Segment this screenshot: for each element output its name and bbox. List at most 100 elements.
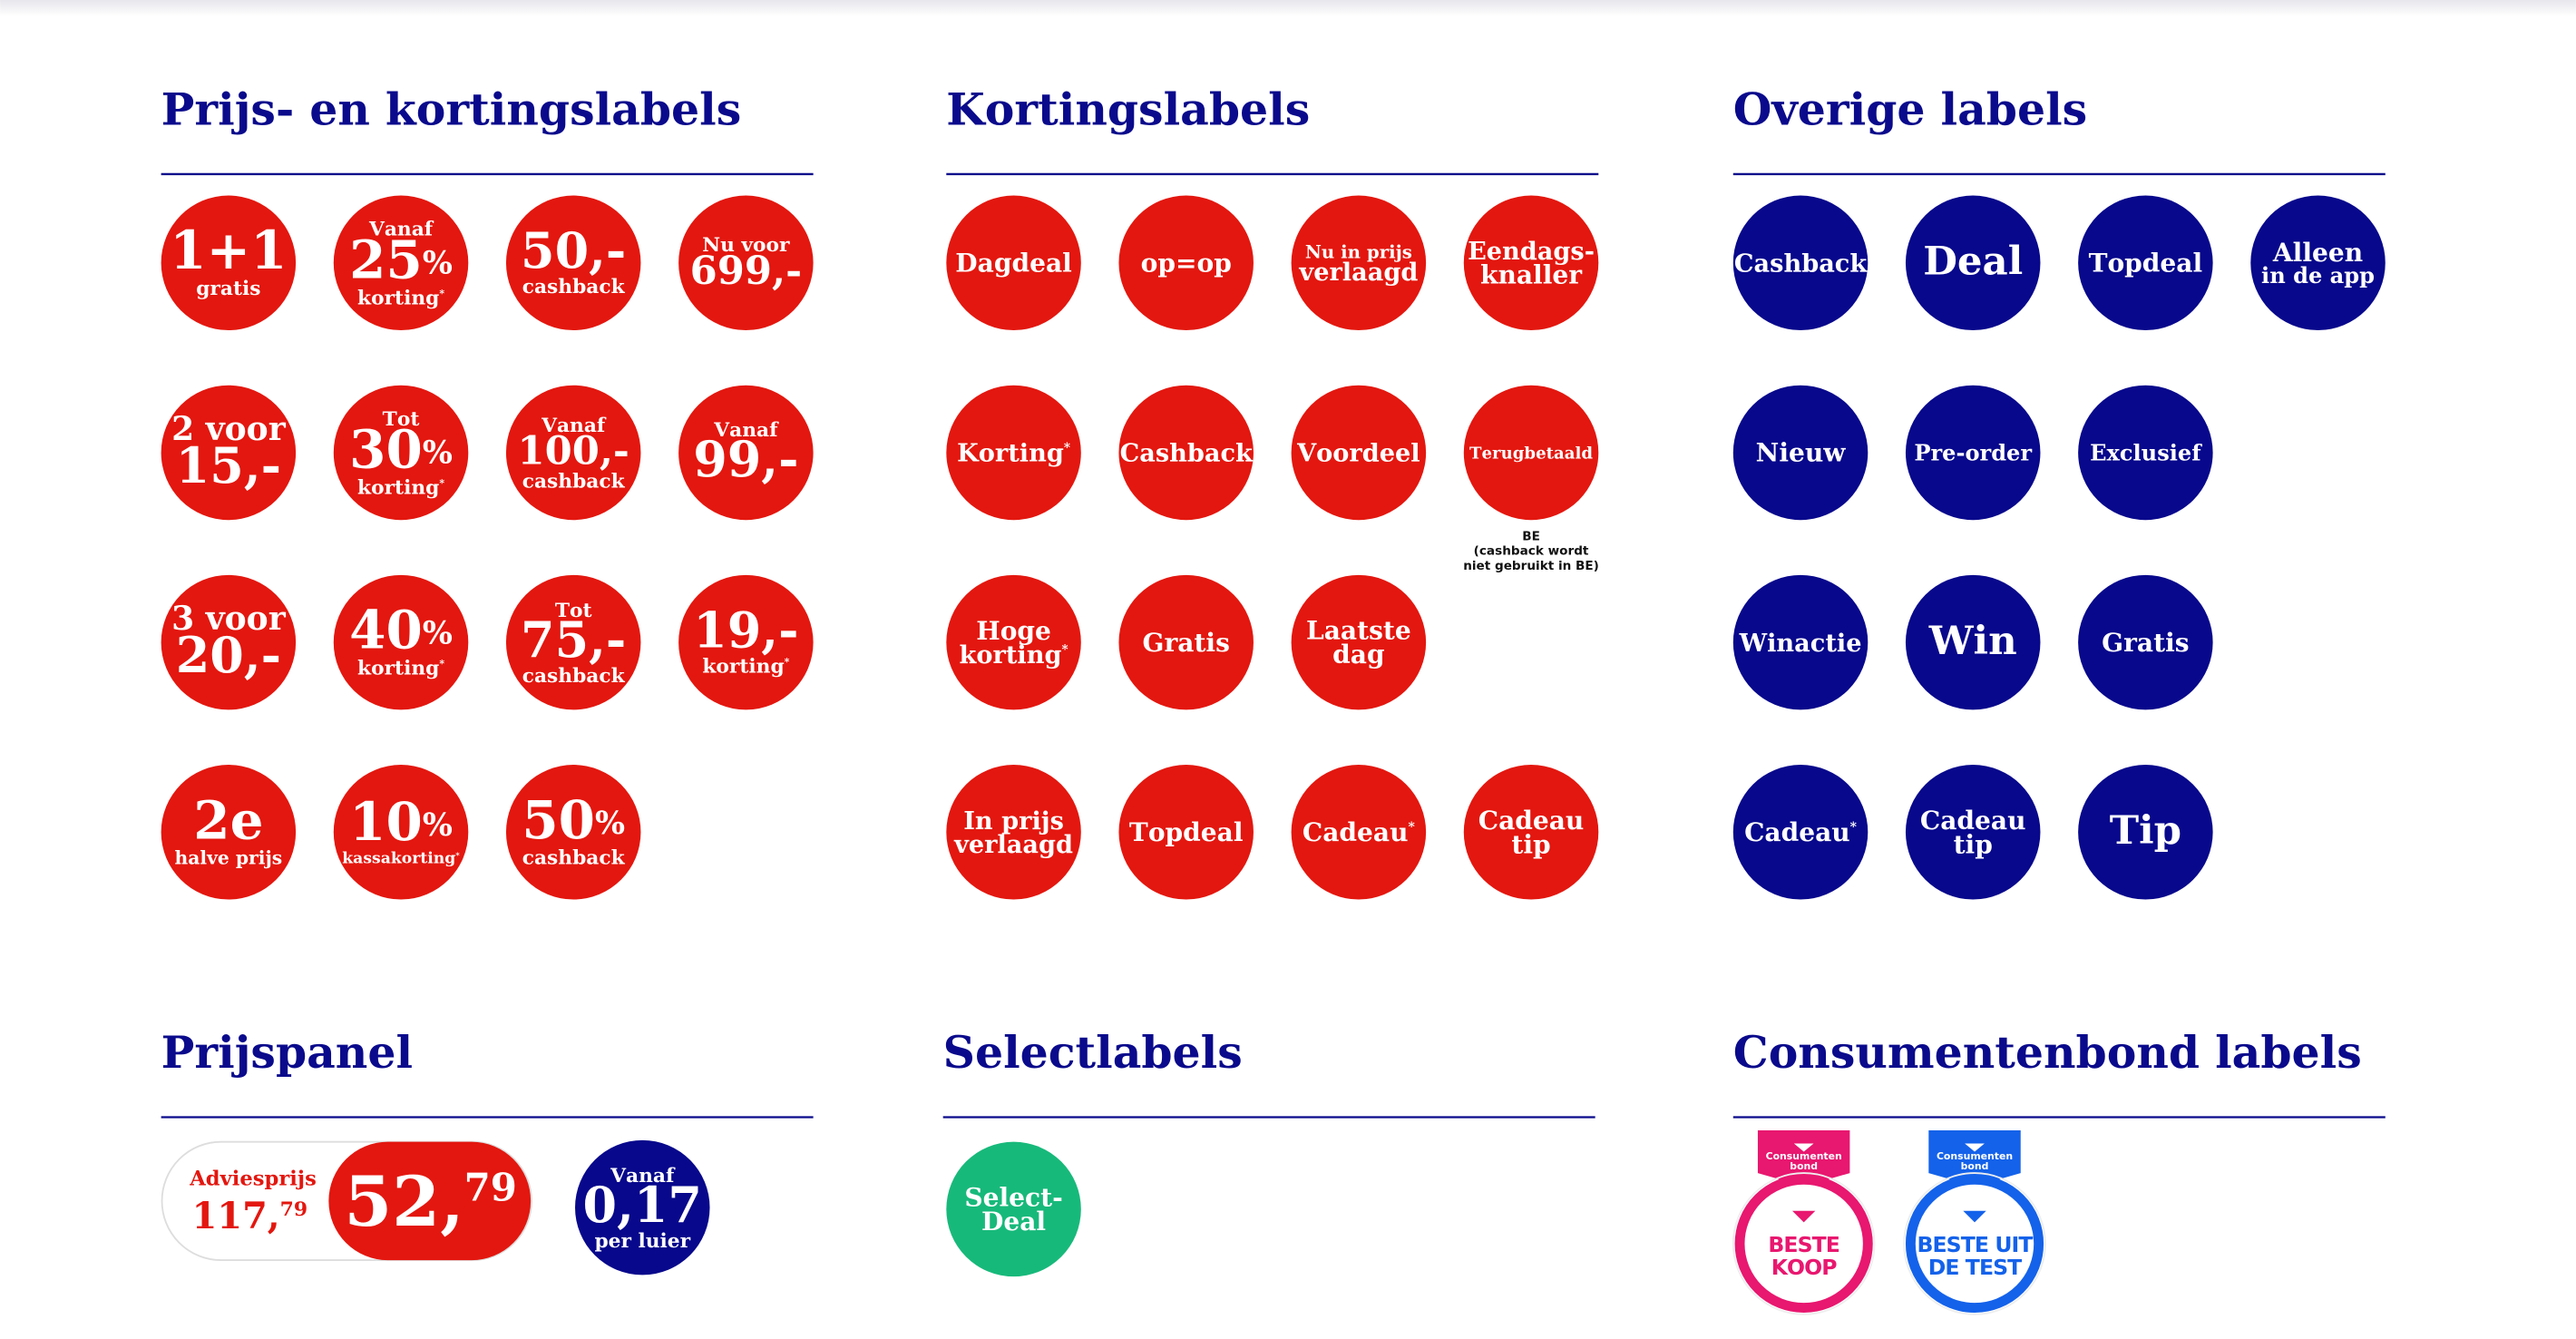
text-part: a bbox=[2176, 248, 2192, 278]
section-title: Overige labels bbox=[1733, 83, 2087, 136]
label-text: 699,- bbox=[690, 248, 802, 294]
text-part: s bbox=[250, 83, 276, 136]
text-part: e bbox=[1487, 237, 1502, 266]
text-part: f bbox=[597, 415, 607, 437]
text-part: b bbox=[1524, 445, 1536, 464]
text-part: G bbox=[1143, 627, 1165, 657]
text-part: n bbox=[742, 419, 756, 442]
text-part: h bbox=[558, 471, 572, 494]
text-part: l bbox=[2008, 239, 2024, 285]
text-part: v bbox=[1298, 257, 1314, 286]
text-part: n bbox=[434, 849, 445, 867]
text-part: T bbox=[1129, 817, 1148, 847]
label-text: 50,- bbox=[521, 221, 626, 279]
text-part: i bbox=[1849, 83, 1867, 136]
text-part: o bbox=[225, 410, 247, 448]
text-part: u bbox=[1855, 1026, 1888, 1079]
label-circle bbox=[678, 574, 814, 710]
text-part: l bbox=[2320, 1026, 2337, 1079]
text-part: 1 bbox=[518, 428, 545, 474]
text-part: s bbox=[717, 83, 742, 136]
text-part: j bbox=[263, 846, 271, 868]
text-part: r bbox=[1492, 445, 1501, 464]
text-part: a bbox=[1983, 239, 2008, 285]
text-part: O bbox=[1804, 1255, 1821, 1280]
price-panel-main bbox=[328, 1141, 532, 1261]
sale-price: 52,79 bbox=[344, 1161, 517, 1242]
text-part: e bbox=[1829, 1150, 1835, 1162]
text-part: p bbox=[1975, 829, 1993, 859]
label-text: 75,- bbox=[521, 611, 626, 669]
text-part: K bbox=[957, 438, 980, 467]
text-part: a bbox=[1373, 817, 1390, 847]
text-part: p bbox=[276, 1026, 307, 1079]
text-part: i bbox=[2170, 439, 2178, 465]
text-part: e bbox=[1395, 438, 1410, 467]
text-part: o bbox=[1196, 248, 1214, 278]
badge-outer bbox=[1903, 1172, 2046, 1315]
text-part: r bbox=[2020, 439, 2032, 465]
text-part: o bbox=[247, 600, 268, 638]
text-part: s bbox=[305, 1167, 317, 1190]
text-part: 9 bbox=[693, 430, 727, 488]
text-part: a bbox=[1368, 257, 1384, 286]
text-part: i bbox=[259, 846, 266, 868]
text-part: % bbox=[423, 806, 453, 843]
text-part: o bbox=[371, 657, 385, 679]
label-text: Topdeal bbox=[1129, 817, 1244, 847]
badge-ring bbox=[1905, 1174, 2044, 1314]
text-part: l bbox=[1533, 259, 1543, 289]
label-text: 2 voor bbox=[171, 410, 287, 448]
text-part: 1 bbox=[634, 1176, 668, 1234]
text-part: u bbox=[1322, 240, 1334, 262]
text-part: D bbox=[1923, 239, 1957, 285]
text-part: e bbox=[1533, 805, 1549, 835]
text-part: e bbox=[1810, 1150, 1816, 1162]
label-circle bbox=[333, 574, 469, 710]
text-part: a bbox=[586, 847, 599, 870]
text-part: % bbox=[423, 434, 453, 471]
text-part: t bbox=[1548, 559, 1555, 573]
text-part: r bbox=[680, 1230, 691, 1253]
label-text: 25% bbox=[349, 230, 453, 291]
text-part: n bbox=[411, 657, 425, 679]
text-part: P bbox=[1914, 439, 1930, 465]
label-circle bbox=[1905, 195, 2041, 331]
text-part: t bbox=[1511, 829, 1523, 859]
text-part: a bbox=[1794, 628, 1810, 657]
text-part: u bbox=[1964, 1150, 1971, 1162]
text-part: i bbox=[1031, 806, 1040, 836]
text-part: - bbox=[778, 430, 798, 488]
text-part: E bbox=[1468, 237, 1487, 266]
text-part: e bbox=[1035, 616, 1051, 646]
label-circle bbox=[1463, 765, 1599, 900]
label-circle bbox=[575, 1139, 710, 1275]
text-part: p bbox=[2359, 261, 2375, 288]
label-text: Nu voor bbox=[702, 234, 790, 257]
text-part: e bbox=[1504, 559, 1512, 573]
text-part: r bbox=[445, 83, 470, 136]
label-note: niet gebruikt in BE) bbox=[1463, 559, 1599, 573]
label-circle bbox=[2078, 385, 2213, 521]
label-circle bbox=[1905, 385, 2041, 521]
label-circle bbox=[505, 195, 641, 331]
text-part: o bbox=[1797, 1160, 1803, 1172]
label-text: Alleen bbox=[2272, 238, 2363, 268]
text-part: s bbox=[1495, 544, 1502, 559]
text-part: v bbox=[953, 830, 970, 859]
text-part: n bbox=[570, 415, 584, 437]
text-part: * bbox=[439, 288, 444, 299]
text-part: r bbox=[194, 1026, 219, 1079]
text-part: s bbox=[547, 471, 558, 494]
label-text: cashback bbox=[522, 276, 626, 298]
text-part: - bbox=[1585, 237, 1595, 266]
text-part: t bbox=[395, 657, 404, 679]
text-part: c bbox=[599, 665, 610, 688]
text-part: i bbox=[1017, 640, 1026, 670]
text-part: , bbox=[761, 601, 778, 660]
text-part: p bbox=[265, 1167, 279, 1190]
text-part: a bbox=[307, 1026, 336, 1079]
text-part: 0 bbox=[210, 626, 244, 684]
text-part: s bbox=[1156, 438, 1169, 467]
